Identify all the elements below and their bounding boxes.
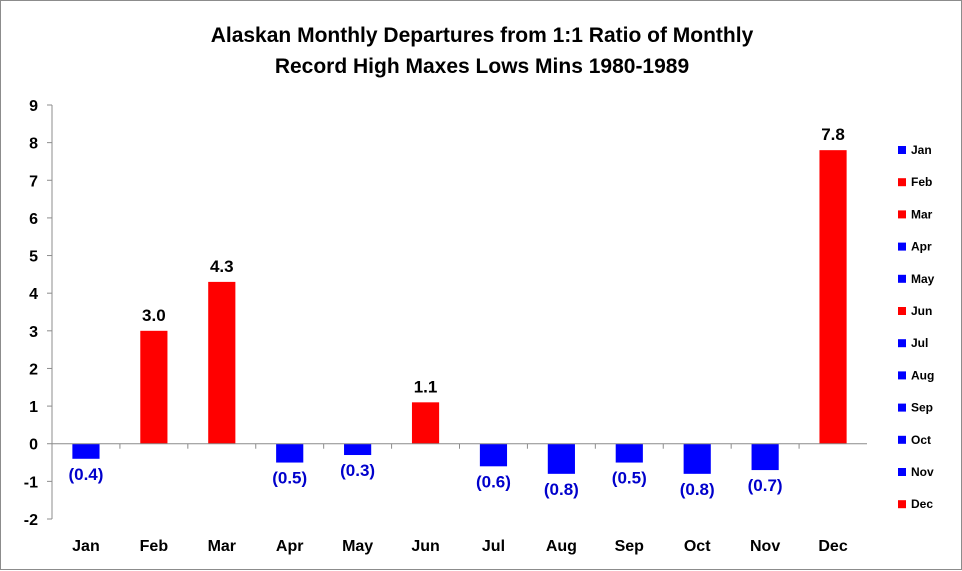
- legend-swatch-apr: [898, 242, 906, 251]
- legend-label-sep: Sep: [911, 401, 933, 415]
- data-label-jun: 1.1: [414, 377, 438, 396]
- x-tick-label-sep: Sep: [615, 538, 645, 555]
- legend-swatch-oct: [898, 435, 906, 444]
- x-tick-label-jun: Jun: [411, 538, 439, 555]
- legend-swatch-mar: [898, 210, 906, 219]
- bar-sep: [615, 443, 643, 463]
- y-tick-label: 9: [29, 98, 38, 115]
- x-tick-label-may: May: [342, 538, 373, 555]
- bar-may: [344, 443, 372, 456]
- data-label-oct: (0.8): [680, 480, 715, 499]
- chart-title-line-1: Alaskan Monthly Departures from 1:1 Rati…: [211, 24, 754, 47]
- legend-label-mar: Mar: [911, 207, 933, 221]
- x-tick-label-nov: Nov: [750, 538, 780, 555]
- bar-jul: [479, 443, 508, 467]
- legend-label-apr: Apr: [911, 240, 932, 254]
- bar-oct: [683, 443, 711, 474]
- y-tick-label: 5: [29, 249, 38, 266]
- legend-swatch-dec: [898, 500, 906, 509]
- data-label-feb: 3.0: [142, 306, 166, 325]
- x-tick-label-apr: Apr: [276, 538, 304, 555]
- legend: Jan Feb Mar Apr May Jun Jul Aug Sep Oct Nov Dec: [898, 143, 935, 511]
- legend-swatch-jul: [898, 339, 906, 348]
- x-tick-label-dec: Dec: [818, 538, 847, 555]
- data-label-nov: (0.7): [748, 476, 783, 495]
- x-tick-label-aug: Aug: [546, 538, 577, 555]
- legend-swatch-feb: [898, 178, 906, 187]
- legend-swatch-may: [898, 274, 906, 283]
- y-tick-label: 2: [29, 361, 38, 378]
- bar-nov: [751, 443, 779, 471]
- legend-label-jun: Jun: [911, 304, 932, 318]
- y-tick-label: 8: [29, 136, 38, 153]
- y-tick-label: 1: [29, 399, 38, 416]
- y-tick-label: 3: [29, 324, 38, 341]
- data-label-may: (0.3): [340, 461, 375, 480]
- bar-jun: [411, 402, 440, 444]
- bar-feb: [140, 330, 168, 444]
- bar-apr: [276, 443, 304, 463]
- y-tick-label: -1: [24, 474, 38, 491]
- y-tick-label: -2: [24, 512, 38, 529]
- x-axis-ticks: Jan Feb Mar Apr May Jun Jul Aug Sep Oct Nov Dec: [51, 443, 848, 555]
- legend-label-nov: Nov: [911, 465, 934, 479]
- legend-swatch-aug: [898, 371, 906, 380]
- y-tick-label: 4: [29, 286, 38, 303]
- y-axis-ticks: -2 -1 0 1 2 3 4 5 6 7 8 9: [24, 98, 52, 529]
- legend-label-dec: Dec: [911, 497, 933, 511]
- legend-label-oct: Oct: [911, 433, 931, 447]
- bar-dec: [819, 150, 847, 444]
- y-tick-label: 6: [29, 211, 38, 228]
- x-tick-label-jul: Jul: [482, 538, 505, 555]
- data-label-aug: (0.8): [544, 480, 579, 499]
- legend-label-jan: Jan: [911, 143, 932, 157]
- data-label-sep: (0.5): [612, 469, 647, 488]
- legend-swatch-jun: [898, 307, 906, 315]
- data-label-jul: (0.6): [476, 472, 511, 491]
- legend-label-feb: Feb: [911, 175, 932, 189]
- bar-mar: [208, 281, 236, 444]
- y-tick-label: 0: [29, 437, 38, 454]
- legend-swatch-sep: [898, 403, 906, 412]
- chart-title-line-2: Record High Maxes Lows Mins 1980-1989: [275, 55, 689, 78]
- x-tick-label-mar: Mar: [208, 538, 236, 555]
- x-tick-label-feb: Feb: [140, 538, 169, 555]
- data-label-apr: (0.5): [272, 469, 307, 488]
- legend-label-jul: Jul: [911, 336, 928, 350]
- legend-label-aug: Aug: [911, 368, 934, 382]
- data-label-jan: (0.4): [68, 465, 103, 484]
- y-tick-label: 7: [29, 173, 38, 190]
- legend-label-may: May: [911, 272, 935, 286]
- data-label-dec: 7.8: [821, 125, 845, 144]
- x-tick-label-jan: Jan: [72, 538, 100, 555]
- data-label-mar: 4.3: [210, 257, 234, 276]
- legend-swatch-nov: [898, 468, 906, 476]
- bar-jan: [72, 443, 100, 459]
- legend-swatch-jan: [898, 146, 906, 154]
- x-tick-label-oct: Oct: [684, 538, 711, 555]
- bars-group: (0.4) 3.0 4.3 (0.5) (0.3) 1.1 (0.6) (0.8) (0.5) (…: [68, 125, 847, 499]
- bar-aug: [547, 443, 575, 474]
